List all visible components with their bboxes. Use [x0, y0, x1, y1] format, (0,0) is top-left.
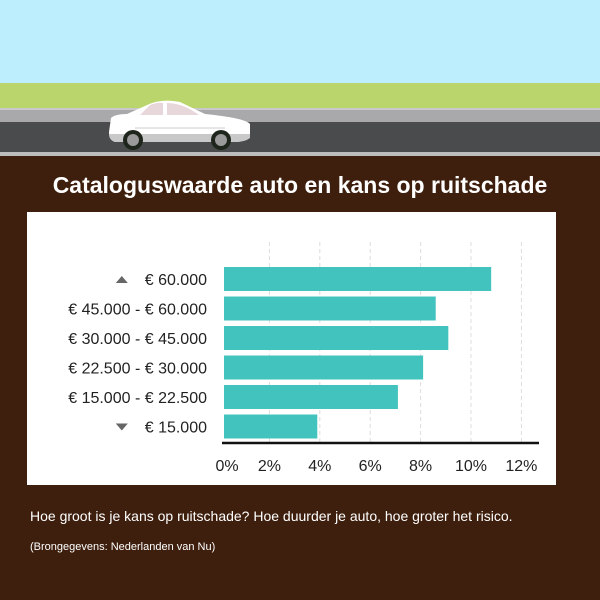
source-note: (Brongegevens: Nederlanden van Nu) [30, 541, 216, 553]
chart-panel: € 60.000 € 45.000 - € 60.000 € 30.000 - € … [27, 212, 556, 485]
x-tick-label: 8% [409, 458, 432, 475]
bar [224, 326, 449, 350]
bar [224, 267, 492, 291]
x-tick-label: 10% [455, 458, 487, 475]
bar [224, 296, 436, 321]
x-tick-label: 12% [505, 458, 537, 475]
grass [0, 83, 600, 108]
sky [0, 0, 600, 83]
category-label: € 45.000 - € 60.000 [68, 302, 207, 319]
category-label: € 22.500 - € 30.000 [68, 361, 207, 378]
curb [0, 152, 600, 156]
bar-chart: € 60.000 € 45.000 - € 60.000 € 30.000 - € … [68, 242, 539, 475]
bar [224, 355, 424, 380]
road [0, 122, 600, 152]
bar [224, 414, 318, 439]
triangle-down-icon [115, 423, 128, 431]
x-tick-label: 2% [258, 458, 281, 475]
car-icon [109, 100, 250, 150]
x-tick-label: 6% [359, 458, 382, 475]
category-label: € 15.000 - € 22.500 [68, 390, 207, 407]
bar [224, 385, 398, 409]
x-tick-label: 4% [308, 458, 331, 475]
category-label: € 30.000 - € 45.000 [68, 331, 207, 348]
chart-title: Cataloguswaarde auto en kans op ruitscha… [52, 172, 548, 198]
caption: Hoe groot is je kans op ruitschade? Hoe … [30, 508, 513, 524]
triangle-up-icon [115, 276, 128, 283]
category-label: € 60.000 [145, 272, 207, 289]
x-tick-label: 0% [215, 458, 238, 475]
category-label: € 15.000 [145, 420, 207, 437]
